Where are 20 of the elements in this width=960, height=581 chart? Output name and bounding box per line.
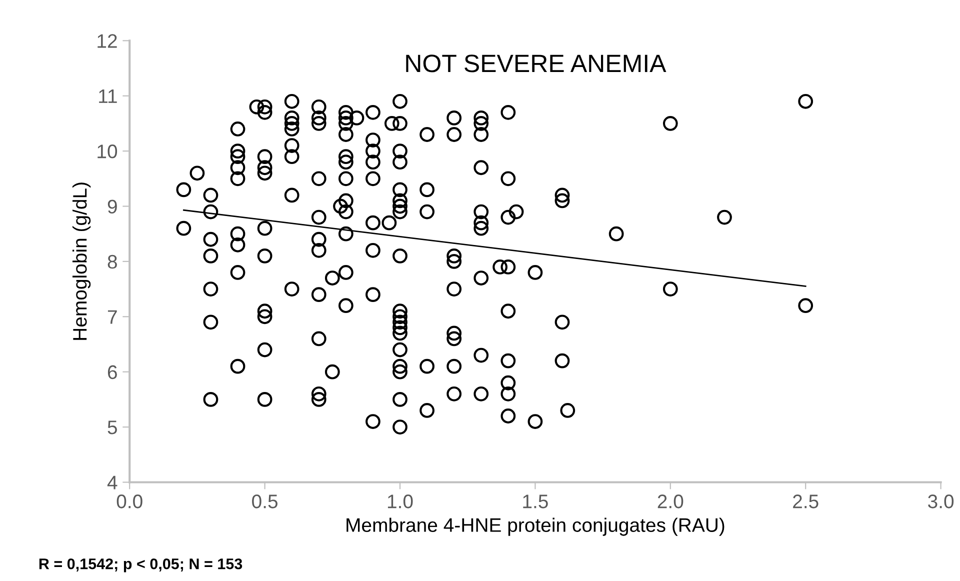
x-tick-label: 0.0: [116, 494, 142, 508]
y-tick-label: 8: [108, 254, 117, 269]
x-tick-label: 1.5: [523, 494, 548, 508]
y-tick-label: 9: [108, 200, 117, 214]
y-tick-label: 11: [99, 90, 117, 103]
x-tick-label: 2.0: [658, 494, 684, 508]
x-tick-label: 3.0: [928, 494, 954, 508]
y-tick-label: 10: [98, 144, 118, 158]
y-tick-label: 12: [98, 34, 117, 48]
chart-title: NOT SEVERE ANEMIA: [406, 54, 666, 72]
y-tick-label: 7: [108, 310, 117, 324]
x-axis-title: Membrane 4-HNE protein conjugates (RAU): [346, 518, 724, 536]
y-tick-label: 4: [107, 476, 118, 490]
x-tick-label: 1.0: [388, 494, 413, 508]
y-tick-label: 5: [108, 420, 117, 434]
text: R = 0,1542; p < 0,05; N = 153: [39, 558, 242, 572]
y-axis-title: Hemoglobin (g/dL): [72, 182, 91, 340]
x-tick-label: 0.5: [252, 494, 278, 508]
x-tick-label: 2.5: [793, 494, 818, 508]
y-tick-label: 6: [108, 365, 117, 380]
